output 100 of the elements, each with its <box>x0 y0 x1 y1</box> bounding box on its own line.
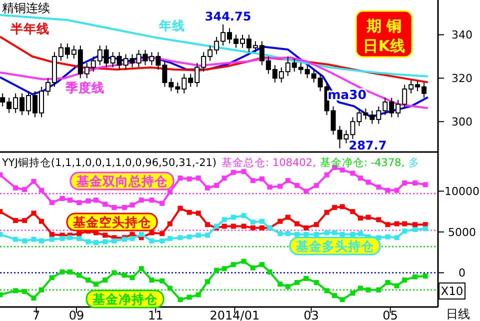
point <box>186 294 192 300</box>
series-label: 基金多头持仓 <box>295 238 375 254</box>
point <box>324 210 330 215</box>
point <box>186 234 192 240</box>
point <box>196 232 201 238</box>
point <box>130 236 135 241</box>
point <box>350 290 356 296</box>
point <box>60 236 65 241</box>
point <box>214 182 220 188</box>
point <box>422 182 428 188</box>
point <box>385 280 390 286</box>
point <box>138 232 144 237</box>
point <box>241 258 246 264</box>
x-tick-label: 03 <box>304 308 319 321</box>
y-tick-label: 10000 <box>444 185 480 198</box>
point <box>230 262 236 268</box>
point <box>112 270 117 276</box>
point <box>314 182 319 188</box>
point <box>259 218 264 224</box>
y-tick-label: 0 <box>458 266 466 280</box>
point <box>285 178 290 184</box>
series-label: 基金空头持仓 <box>72 214 152 230</box>
point <box>358 286 363 291</box>
point <box>376 235 382 240</box>
annotation: 期 铜 <box>365 17 402 35</box>
point <box>122 204 127 210</box>
point <box>394 188 400 193</box>
point <box>76 236 82 241</box>
series-label: 基金净持仓 <box>92 292 158 306</box>
point <box>285 231 290 236</box>
point <box>160 200 165 206</box>
point <box>412 227 418 232</box>
y-tick-label: 340 <box>452 28 472 42</box>
point <box>76 272 82 278</box>
point <box>214 268 220 273</box>
point <box>130 202 135 208</box>
series-label: 基金双向总持仓 <box>76 174 168 188</box>
point <box>13 236 18 242</box>
point <box>285 284 290 290</box>
point <box>259 262 264 268</box>
point <box>304 188 309 194</box>
point <box>267 184 272 190</box>
point <box>149 238 154 244</box>
point <box>149 198 154 203</box>
point <box>76 231 82 236</box>
point <box>68 198 73 203</box>
point <box>230 170 236 175</box>
point <box>149 278 154 283</box>
point <box>93 282 98 287</box>
point <box>196 292 201 298</box>
point <box>49 236 54 242</box>
point <box>340 204 345 210</box>
point <box>60 269 65 274</box>
series-label: 年线 <box>158 18 185 33</box>
point <box>324 288 330 294</box>
point <box>278 218 283 224</box>
point <box>324 230 330 236</box>
point <box>178 176 183 181</box>
point <box>149 230 154 236</box>
point <box>222 217 227 222</box>
point <box>167 236 172 241</box>
point <box>422 226 428 232</box>
point <box>160 238 165 244</box>
point <box>350 170 356 176</box>
point <box>204 232 210 238</box>
point <box>385 222 390 228</box>
point <box>112 204 117 210</box>
point <box>358 231 363 236</box>
point <box>102 202 108 207</box>
annotation: 基金净仓: -4378, <box>320 156 405 169</box>
point <box>31 210 36 216</box>
point <box>13 218 18 224</box>
point <box>250 178 256 184</box>
point <box>324 172 330 178</box>
point <box>366 180 371 185</box>
point <box>31 236 36 242</box>
point <box>49 275 54 280</box>
y-tick-label: 300 <box>452 116 472 129</box>
point <box>394 235 400 240</box>
point <box>13 185 18 190</box>
point <box>167 286 172 291</box>
point <box>102 239 108 244</box>
point <box>294 221 300 226</box>
x-tick-label: 09 <box>68 308 84 321</box>
point <box>38 188 44 193</box>
point <box>178 235 183 240</box>
point <box>49 200 54 206</box>
point <box>376 217 382 222</box>
point <box>250 220 256 225</box>
point <box>22 238 28 244</box>
point <box>196 210 201 216</box>
y-tick-label: 320 <box>452 72 472 86</box>
point <box>178 297 183 302</box>
point <box>13 288 18 294</box>
point <box>38 218 44 224</box>
point <box>376 287 382 292</box>
point <box>394 283 400 288</box>
point <box>122 272 127 278</box>
text: X10 <box>440 284 464 298</box>
annotation: 287.7 <box>348 138 387 152</box>
